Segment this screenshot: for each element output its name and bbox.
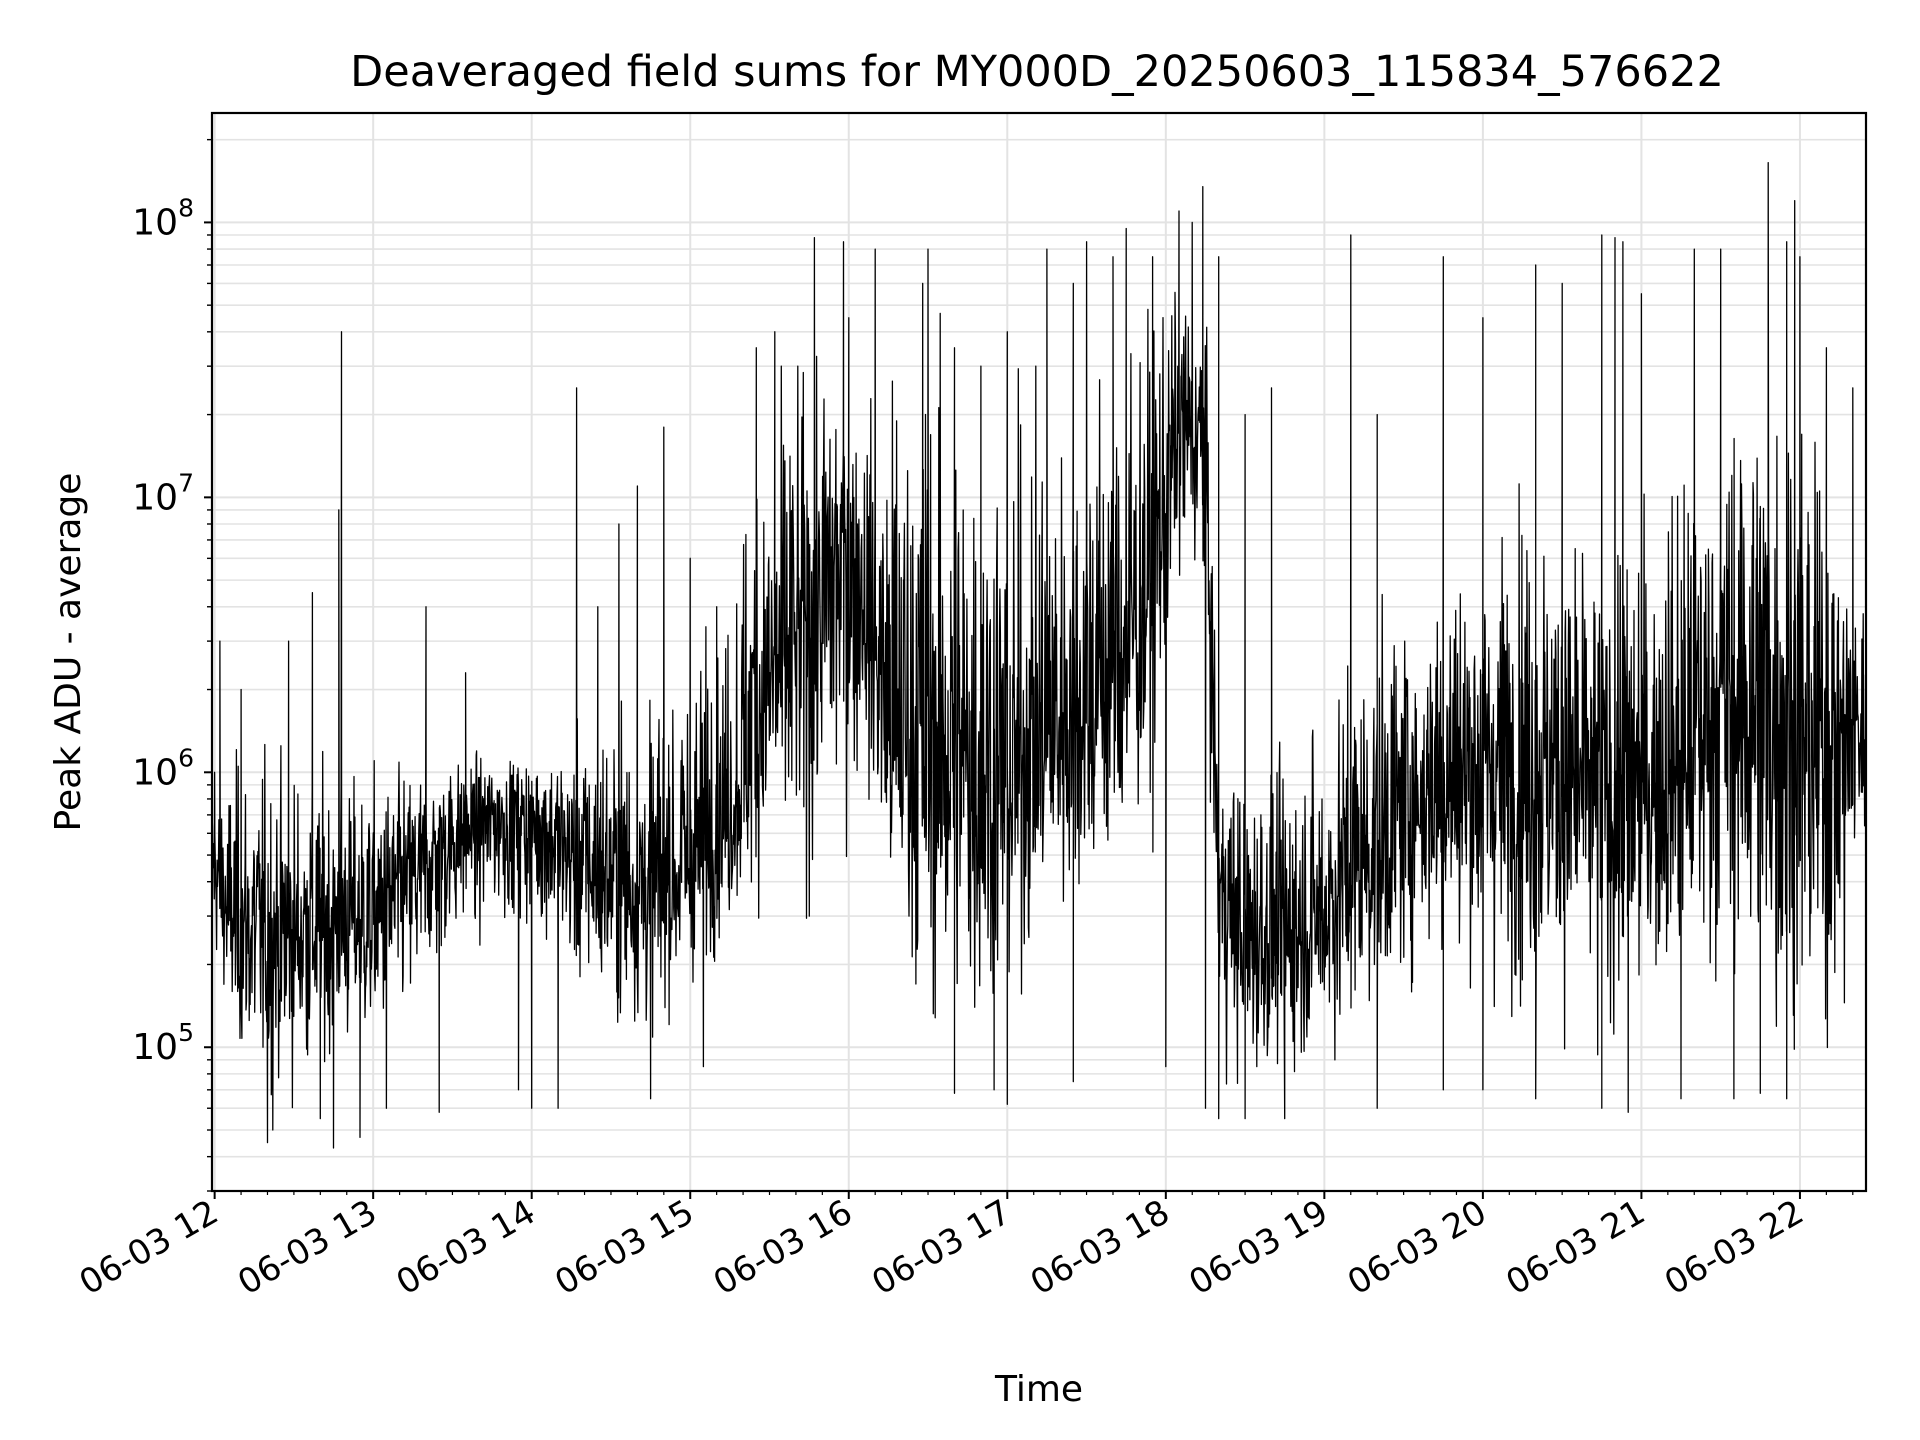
y-tick-label: 107 — [132, 468, 194, 518]
series-line — [212, 161, 1866, 1149]
plot-frame — [210, 111, 1868, 1193]
y-axis-label: Peak ADU - average — [48, 473, 89, 832]
y-tick-label: 106 — [132, 743, 194, 793]
chart-title: Deaveraged field sums for MY000D_2025060… — [350, 47, 1724, 97]
data-series — [212, 161, 1866, 1149]
x-axis-label: Time — [994, 1369, 1083, 1410]
y-tick-label: 108 — [132, 193, 194, 243]
y-tick-label: 105 — [132, 1018, 194, 1068]
y-axis: 105 106 107 108 — [132, 138, 212, 1192]
